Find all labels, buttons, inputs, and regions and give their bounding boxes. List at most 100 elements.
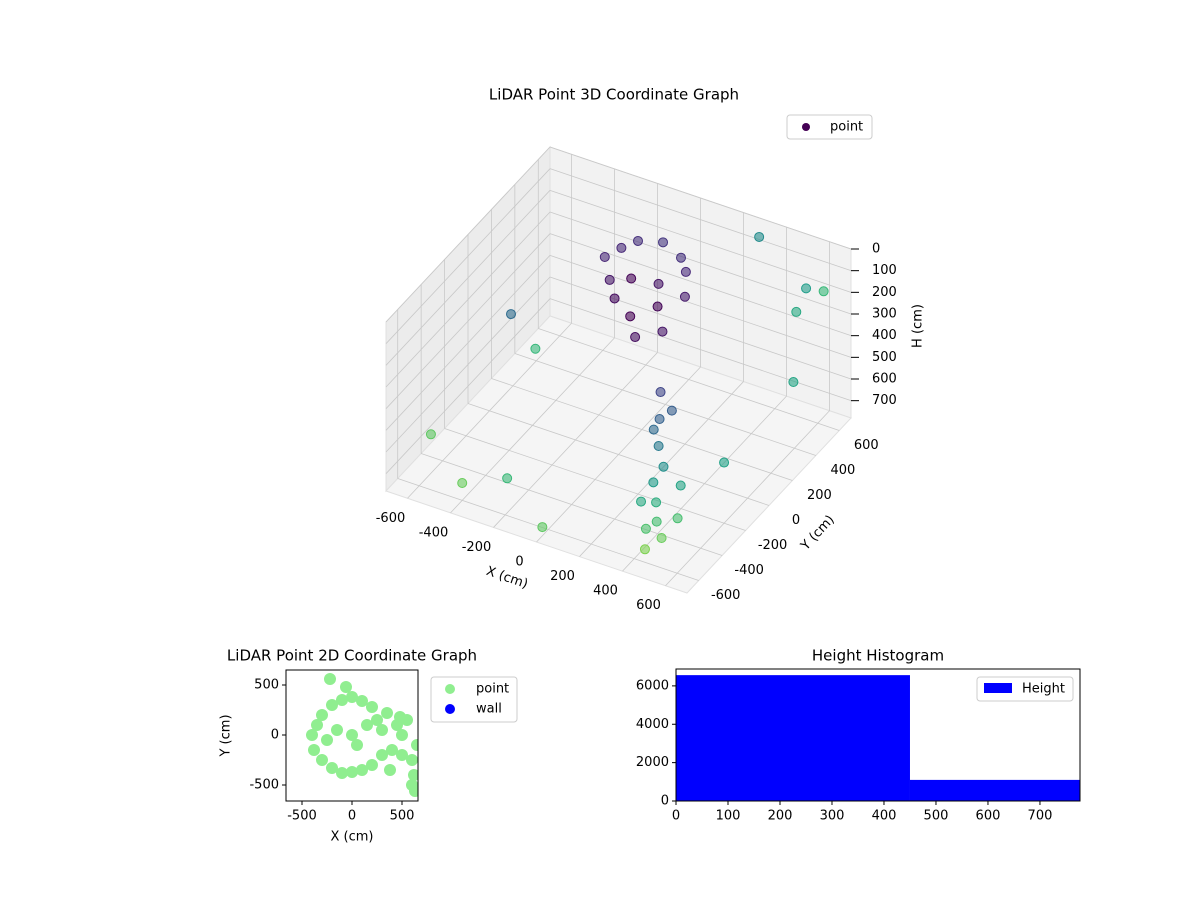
point	[640, 523, 651, 534]
point	[361, 719, 373, 731]
point	[396, 729, 408, 741]
point	[653, 441, 664, 451]
grid-line	[397, 478, 699, 581]
z-tick-label: 100	[872, 263, 897, 278]
x-tick-label: 100	[716, 809, 741, 824]
grid-line	[385, 211, 551, 388]
point	[676, 252, 686, 263]
point	[657, 326, 668, 337]
y-tick-label: 400	[830, 463, 855, 478]
point	[408, 769, 418, 781]
y-tick-label: 500	[254, 678, 279, 693]
x-tick-label: 0	[348, 809, 356, 824]
point	[636, 496, 647, 507]
x-axis-label: X (cm)	[331, 830, 374, 845]
plot-area	[306, 673, 418, 797]
point	[648, 477, 659, 488]
point	[599, 252, 610, 263]
point	[658, 237, 669, 248]
point	[324, 673, 336, 685]
point	[346, 729, 358, 741]
point	[381, 707, 393, 719]
point	[336, 767, 348, 779]
grid-line	[385, 255, 551, 431]
z-tick-label: 0	[872, 242, 880, 257]
legend-patch	[984, 683, 1012, 693]
point	[366, 701, 378, 713]
grid-line	[549, 168, 852, 272]
bar	[909, 779, 1080, 801]
y-tick-label: 200	[807, 488, 832, 503]
grid-line	[444, 428, 746, 531]
x-tick-label: -600	[376, 511, 406, 526]
y-tick-label: -400	[734, 563, 764, 578]
point	[394, 711, 406, 723]
point	[666, 405, 677, 416]
chart-title: Height Histogram	[812, 647, 944, 665]
point	[340, 681, 352, 693]
grid-line	[549, 276, 852, 380]
grid-line	[421, 453, 723, 556]
grid-line	[549, 254, 852, 358]
legend-label: point	[830, 120, 863, 135]
point	[356, 695, 368, 707]
y-tick-label: 2000	[636, 755, 669, 770]
chart-title: LiDAR Point 2D Coordinate Graph	[227, 647, 477, 665]
legend-box	[786, 114, 873, 140]
point	[719, 457, 730, 468]
legend-label: Height	[1022, 682, 1065, 697]
point	[679, 291, 690, 302]
point	[651, 516, 662, 527]
grid-line	[538, 328, 840, 431]
z-tick-label: 700	[872, 393, 897, 408]
point	[654, 414, 665, 425]
point	[326, 699, 338, 711]
x-tick-label: 600	[636, 598, 661, 613]
point	[604, 274, 615, 285]
grid-line	[385, 298, 551, 474]
point	[651, 497, 662, 508]
grid-line	[385, 190, 551, 366]
x-tick-label: 600	[976, 809, 1001, 824]
point	[457, 478, 468, 489]
x-tick-label: 200	[768, 809, 793, 824]
grid-line	[549, 146, 852, 250]
point	[652, 301, 663, 312]
x-tick-label: -200	[462, 540, 492, 555]
point	[754, 231, 765, 242]
point	[791, 306, 802, 317]
point	[625, 311, 636, 322]
point	[425, 429, 436, 440]
x-tick-label: 700	[1028, 809, 1053, 824]
point	[371, 714, 383, 726]
grid-line	[549, 298, 852, 402]
point	[530, 343, 541, 354]
point	[384, 764, 396, 776]
point	[346, 691, 358, 703]
point	[639, 544, 650, 555]
x-tick-label: -500	[287, 809, 317, 824]
point	[306, 729, 318, 741]
x-tick-label: 500	[390, 809, 415, 824]
point	[675, 480, 686, 491]
legend-label: point	[476, 682, 509, 697]
y-tick-label: -200	[758, 538, 788, 553]
x-tick-label: 0	[672, 809, 680, 824]
y-tick-label: -600	[711, 588, 741, 603]
x-tick-label: -400	[419, 525, 449, 540]
point	[376, 724, 388, 736]
grid-line	[385, 233, 551, 409]
axes-frame	[675, 668, 1081, 802]
z-tick-label: 200	[872, 285, 897, 300]
x-tick-label: 300	[820, 809, 845, 824]
point	[672, 513, 683, 524]
z-tick-label: 500	[872, 350, 897, 365]
point	[655, 387, 666, 398]
grid-line	[467, 403, 770, 506]
point	[386, 744, 398, 756]
y-tick-label: -500	[249, 778, 279, 793]
y-tick-label: 6000	[636, 678, 669, 693]
point	[316, 754, 328, 766]
point	[406, 754, 418, 766]
